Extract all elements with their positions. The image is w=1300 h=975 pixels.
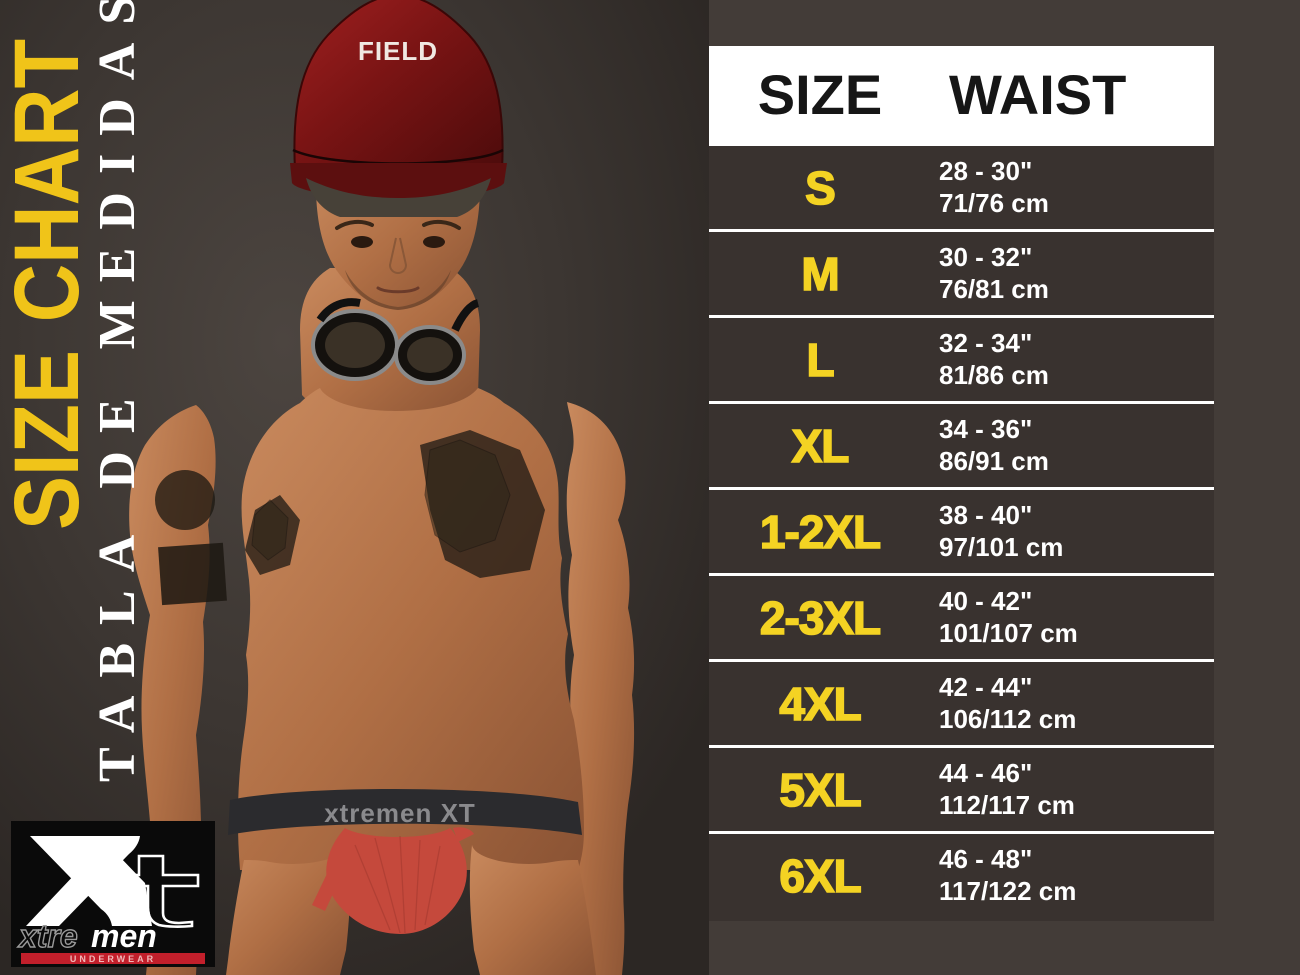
svg-text:men: men bbox=[91, 918, 157, 954]
svg-text:xtremen XT: xtremen XT bbox=[324, 798, 476, 828]
svg-text:xtre: xtre bbox=[17, 918, 78, 954]
svg-text:UNDERWEAR: UNDERWEAR bbox=[70, 954, 156, 964]
svg-text:FIELD: FIELD bbox=[358, 36, 438, 66]
